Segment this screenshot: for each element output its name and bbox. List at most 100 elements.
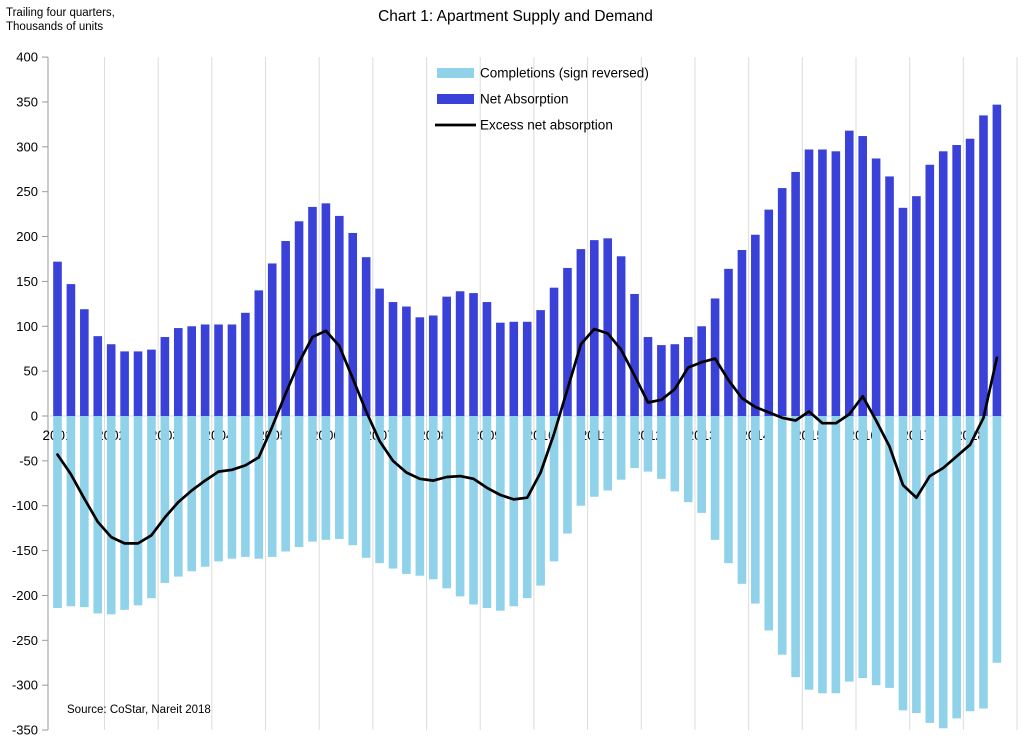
completions-bar (187, 416, 196, 572)
y-axis-tick-label: -350 (12, 723, 38, 738)
net-absorption-bar (576, 249, 586, 416)
y-axis-tick-label: 150 (16, 274, 38, 289)
completions-bar (147, 416, 156, 599)
completions-bar (616, 416, 626, 480)
net-absorption-bar (428, 315, 438, 416)
completions-bar (979, 416, 988, 709)
completions-bar (818, 416, 827, 694)
net-absorption-bar (603, 238, 613, 416)
y-axis-tick-label: 50 (24, 364, 38, 379)
net-absorption-bar (992, 104, 1002, 416)
completions-bar (764, 416, 774, 631)
net-absorption-bar (522, 321, 532, 416)
completions-bar (683, 416, 693, 503)
net-absorption-bar (871, 158, 881, 416)
net-absorption-bar (294, 221, 304, 416)
completions-bar (912, 416, 921, 714)
y-axis-tick-label: 100 (16, 319, 38, 334)
completions-bar (335, 416, 344, 539)
net-absorption-bar (818, 149, 827, 417)
y-axis-tick-label: -150 (12, 543, 38, 558)
completions-bar (348, 416, 358, 546)
net-absorption-bar (549, 287, 559, 416)
completions-bar (321, 416, 331, 540)
net-absorption-bar (335, 215, 344, 416)
y-axis-tick-label: 0 (31, 409, 38, 424)
completions-bar (281, 416, 290, 552)
net-absorption-bar (308, 206, 317, 416)
completions-bar (308, 416, 317, 542)
completions-sign-reversed-swatch-icon (437, 68, 474, 78)
net-absorption-bar (321, 203, 331, 416)
y-axis-tick-label: -300 (12, 678, 38, 693)
y-axis-tick-label: 200 (16, 229, 38, 244)
net-absorption-bar (563, 267, 572, 416)
completions-bar (267, 416, 277, 557)
completions-bar (858, 416, 867, 679)
net-absorption-bar (187, 326, 196, 416)
net-absorption-bar (93, 336, 103, 416)
y-axis-tick-label: 250 (16, 184, 38, 199)
completions-bar (522, 416, 532, 599)
completions-bar (173, 416, 183, 577)
net-absorption-bar (281, 241, 290, 416)
y-axis-units-note-line1: Trailing four quarters, (6, 7, 115, 19)
completions-bar (53, 416, 62, 609)
completions-bar (415, 416, 425, 576)
completions-bar (630, 416, 639, 469)
completions-bar (66, 416, 76, 607)
y-axis-tick-label: 300 (16, 139, 38, 154)
net-absorption-bar (388, 302, 398, 416)
y-axis-units-note: Trailing four quarters, Thousands of uni… (6, 6, 115, 34)
completions-bar (590, 416, 599, 497)
legend-label: Net Absorption (480, 92, 569, 107)
net-absorption-bar (160, 337, 170, 416)
completions-bar (227, 416, 237, 559)
net-absorption-bar (66, 284, 76, 416)
net-absorption-bar (791, 171, 800, 416)
net-absorption-bar (482, 302, 492, 416)
completions-bar (925, 416, 935, 723)
net-absorption-bar (683, 337, 693, 416)
net-absorption-bar (361, 257, 371, 416)
net-absorption-bar (737, 249, 747, 416)
completions-bar (831, 416, 841, 694)
net-absorption-bar (375, 288, 384, 416)
y-axis-tick-label: -250 (12, 633, 38, 648)
net-absorption-bar (898, 207, 908, 416)
excess-net-absorption-line (56, 327, 999, 545)
y-axis-tick-label: 350 (16, 94, 38, 109)
completions-bar (844, 416, 854, 682)
net-absorption-bar (415, 317, 425, 416)
net-absorption-bar (53, 261, 62, 416)
completions-bar (563, 416, 572, 534)
completions-bar (938, 416, 948, 729)
net-absorption-bar (536, 310, 545, 416)
completions-bar (254, 416, 264, 559)
net-absorption-bar (777, 188, 787, 416)
net-absorption-bar (697, 326, 706, 416)
net-absorption-bar (858, 136, 867, 416)
net-absorption-bar (509, 321, 519, 416)
completions-bar (294, 416, 304, 548)
completions-bar (791, 416, 800, 678)
net-absorption-bar (979, 115, 988, 416)
legend-label: Completions (sign reversed) (480, 66, 649, 81)
net-absorption-bar (804, 149, 814, 417)
completions-bar (361, 416, 371, 558)
net-absorption-bar (912, 196, 921, 416)
completions-bar (200, 416, 210, 567)
completions-bar (603, 416, 613, 491)
net-absorption-bar (200, 324, 210, 416)
completions-bar (777, 416, 787, 655)
net-absorption-bar (496, 322, 505, 416)
completions-bar (402, 416, 411, 574)
completions-bar (509, 416, 519, 607)
completions-bar (871, 416, 881, 686)
net-absorption-bar (469, 293, 478, 416)
net-absorption-bar (254, 290, 264, 416)
completions-bar (804, 416, 814, 690)
completions-bar (214, 416, 223, 562)
completions-bar (496, 416, 505, 611)
net-absorption-bar (80, 309, 89, 416)
